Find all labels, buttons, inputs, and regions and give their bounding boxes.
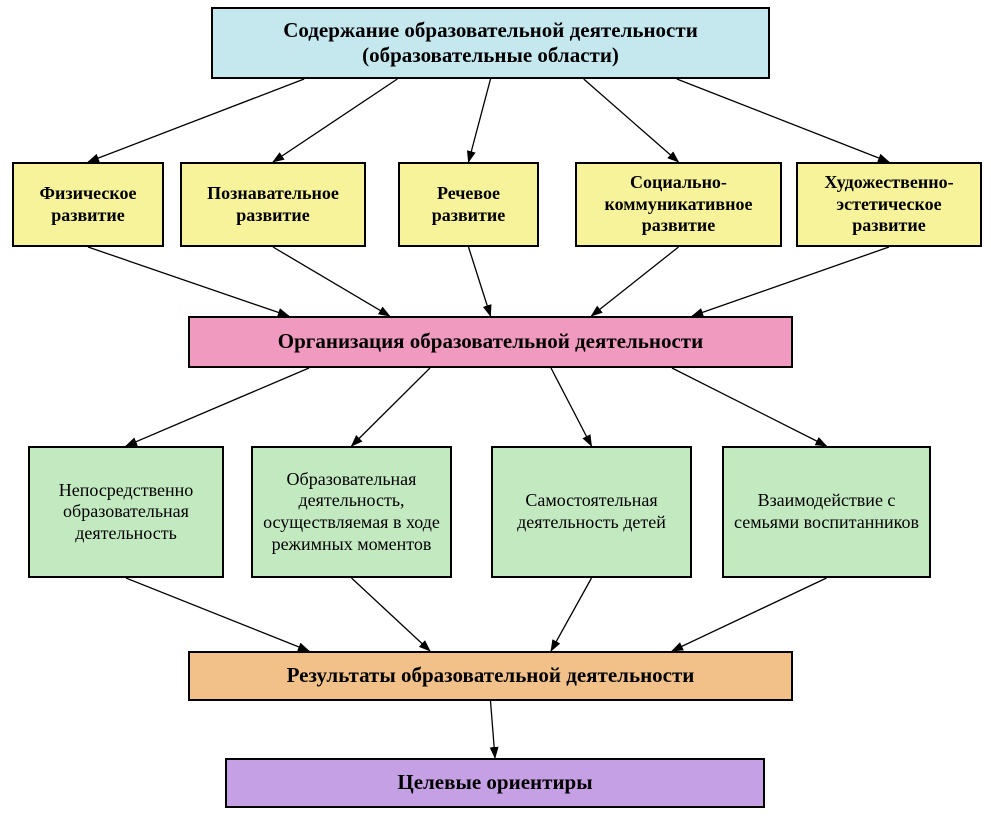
edge-top-to-r1c1 [88, 79, 304, 162]
node-r1c3-label: Речевое развитие [408, 183, 529, 226]
node-r2c4-label: Взаимодействие с семьями воспитанников [732, 490, 921, 533]
edge-org-to-r2c4 [672, 368, 827, 446]
edge-r2c3-to-results [551, 578, 592, 651]
node-targets-label: Целевые ориентиры [235, 770, 755, 795]
edge-top-to-r1c4 [584, 79, 679, 162]
edge-org-to-r2c3 [551, 368, 592, 446]
edge-org-to-r2c2 [352, 368, 431, 446]
node-top: Содержание образовательной деятельности … [211, 7, 770, 79]
node-r1c2: Познавательное развитие [180, 162, 366, 247]
node-org-label: Организация образовательной деятельности [198, 329, 783, 354]
edge-top-to-r1c3 [469, 79, 491, 162]
node-r2c4: Взаимодействие с семьями воспитанников [722, 446, 931, 578]
node-org: Организация образовательной деятельности [188, 316, 793, 368]
edge-results-to-targets [491, 701, 496, 758]
edge-r1c1-to-org [88, 247, 289, 316]
edge-r1c4-to-org [591, 247, 678, 316]
node-r1c5-label: Художественно-эстетическое развитие [806, 172, 972, 237]
node-top-label: Содержание образовательной деятельности … [221, 18, 760, 68]
edge-org-to-r2c1 [126, 368, 309, 446]
node-targets: Целевые ориентиры [225, 758, 765, 808]
node-r2c1-label: Непосредственно образовательная деятельн… [38, 480, 214, 545]
node-r1c1: Физическое развитие [12, 162, 164, 247]
node-r2c3-label: Самостоятельная деятельность детей [501, 490, 682, 533]
edge-r1c3-to-org [469, 247, 491, 316]
node-r2c2: Образовательная деятельность, осуществля… [251, 446, 452, 578]
node-results: Результаты образовательной деятельности [188, 651, 793, 701]
node-r1c1-label: Физическое развитие [22, 183, 154, 226]
edge-r2c1-to-results [126, 578, 309, 651]
node-r2c3: Самостоятельная деятельность детей [491, 446, 692, 578]
node-r1c5: Художественно-эстетическое развитие [796, 162, 982, 247]
edge-top-to-r1c2 [273, 79, 397, 162]
edge-r2c4-to-results [672, 578, 827, 651]
node-results-label: Результаты образовательной деятельности [198, 663, 783, 688]
edge-top-to-r1c5 [677, 79, 889, 162]
node-r1c4-label: Социально-коммуникативное развитие [585, 172, 772, 237]
node-r1c4: Социально-коммуникативное развитие [575, 162, 782, 247]
edge-r1c2-to-org [273, 247, 390, 316]
edge-r2c2-to-results [352, 578, 431, 651]
node-r1c2-label: Познавательное развитие [190, 183, 356, 226]
diagram-stage: Содержание образовательной деятельности … [0, 0, 991, 816]
node-r2c1: Непосредственно образовательная деятельн… [28, 446, 224, 578]
node-r1c3: Речевое развитие [398, 162, 539, 247]
node-r2c2-label: Образовательная деятельность, осуществля… [261, 469, 442, 555]
edge-r1c5-to-org [692, 247, 889, 316]
